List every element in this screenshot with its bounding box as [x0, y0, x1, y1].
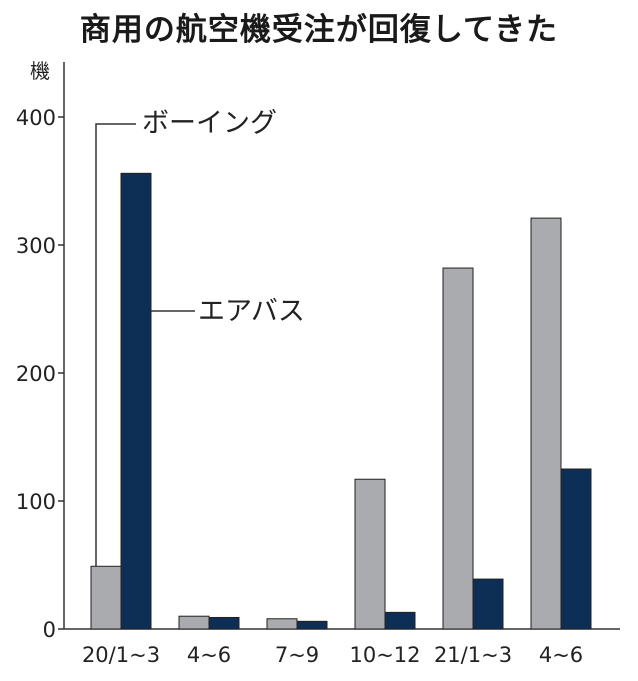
y-axis-unit: 機 — [30, 59, 50, 83]
airbus-bar-2 — [296, 620, 328, 630]
y-tick-label-100: 100 — [16, 490, 56, 514]
boeing-leader-line — [95, 123, 136, 567]
x-tick-label-4: 21/1~3 — [434, 643, 512, 667]
axes: 機 0 100 200 300 400 20/1~3 4~6 7~9 10~12 21/1~3 4~6 — [16, 59, 620, 667]
x-tick-label-0: 20/1~3 — [82, 643, 160, 667]
y-tick-label-400: 400 — [16, 106, 56, 130]
airbus-bar-5 — [560, 468, 592, 630]
chart-title: 商用の航空機受注が回復してきた — [79, 12, 559, 48]
boeing-bar-5 — [530, 217, 562, 630]
x-tick-label-3: 10~12 — [349, 643, 420, 667]
legend-label-airbus: エアバス — [198, 296, 305, 327]
x-tick-label-5: 4~6 — [539, 643, 583, 667]
bars — [90, 172, 592, 630]
y-tick-label-0: 0 — [43, 618, 56, 642]
boeing-bar-4 — [442, 267, 474, 630]
airbus-bar-1 — [208, 616, 240, 630]
boeing-bar-1 — [178, 615, 210, 630]
y-tick-label-200: 200 — [16, 362, 56, 386]
boeing-bar-0 — [90, 565, 122, 630]
airbus-bar-0 — [120, 172, 152, 630]
legend-label-boeing: ボーイング — [142, 108, 277, 139]
airbus-bar-3 — [384, 611, 416, 630]
y-tick-label-300: 300 — [16, 234, 56, 258]
x-tick-label-1: 4~6 — [187, 643, 231, 667]
boeing-bar-2 — [266, 618, 298, 630]
boeing-bar-3 — [354, 478, 386, 630]
airbus-bar-4 — [472, 578, 504, 630]
x-tick-label-2: 7~9 — [275, 643, 319, 667]
